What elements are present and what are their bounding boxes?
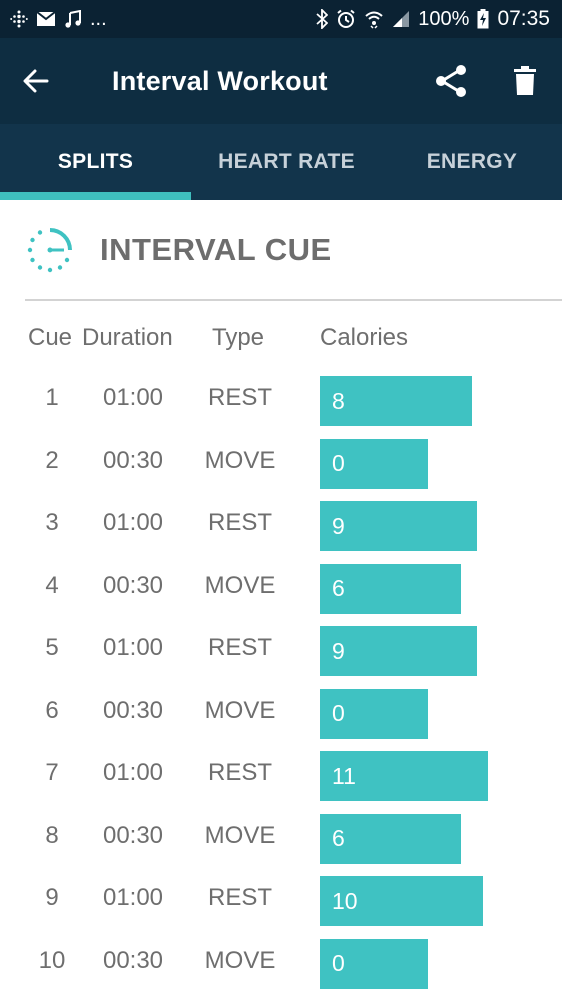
page-title: Interval Workout [112, 65, 328, 96]
row-type: MOVE [204, 821, 276, 849]
header-type: Type [212, 324, 265, 351]
app-bar: Interval Workout [0, 38, 562, 124]
tab-energy[interactable]: ENERGY [426, 150, 518, 173]
calories-bar: 6 [320, 563, 461, 614]
row-duration: 01:00 [102, 884, 164, 911]
row-cue: 8 [45, 821, 59, 849]
calories-bar: 11 [320, 751, 488, 801]
back-arrow-icon [23, 69, 49, 93]
status-bar: ... [0, 0, 562, 38]
share-icon [436, 65, 466, 97]
row-duration: 01:00 [102, 634, 164, 661]
table-row: 7 01:00 REST 11 [0, 745, 562, 808]
back-button[interactable] [0, 38, 72, 124]
calories-bar: 0 [320, 438, 428, 489]
fitbit-icon [10, 10, 28, 28]
table-row: 3 01:00 REST 9 [0, 495, 562, 558]
wifi-icon [364, 9, 384, 29]
section-header: INTERVAL CUE [0, 200, 562, 300]
row-duration: 00:30 [102, 571, 164, 599]
calories-bar: 0 [320, 688, 428, 739]
tab-bar: SPLITS HEART RATE ENERGY [0, 124, 562, 200]
row-type: MOVE [204, 946, 276, 974]
table-row: 8 00:30 MOVE 6 [0, 808, 562, 871]
divider [25, 299, 562, 301]
tab-heart-rate[interactable]: HEART RATE [218, 150, 355, 173]
row-cue: 7 [45, 759, 59, 786]
calories-bar: 9 [320, 626, 478, 676]
signal-icon [392, 10, 410, 28]
row-cue: 9 [45, 884, 59, 911]
row-cue: 1 [45, 384, 59, 411]
row-type: REST [207, 759, 272, 786]
table-row: 1 01:00 REST 8 [0, 370, 562, 433]
row-cue: 4 [45, 571, 59, 599]
battery-charging-icon [477, 9, 489, 29]
music-icon [64, 10, 82, 28]
row-cue: 3 [45, 509, 59, 536]
battery-level: 100% [418, 7, 470, 30]
row-cue: 5 [45, 634, 59, 661]
interval-timer-icon [27, 228, 72, 273]
share-button[interactable] [414, 38, 488, 124]
row-type: MOVE [204, 446, 276, 474]
more-notifications: ... [90, 7, 107, 30]
row-type: REST [207, 884, 272, 911]
calories-bar: 8 [320, 376, 472, 426]
row-type: REST [207, 509, 272, 536]
row-duration: 01:00 [102, 759, 164, 786]
table-row: 4 00:30 MOVE 6 [0, 558, 562, 621]
table-row: 6 00:30 MOVE 0 [0, 683, 562, 746]
table-header: Cue Duration Type Calories [0, 320, 562, 360]
table-row: 5 01:00 REST 9 [0, 620, 562, 683]
table-row: 2 00:30 MOVE 0 [0, 433, 562, 496]
section-title: INTERVAL CUE [100, 232, 332, 267]
row-duration: 00:30 [102, 696, 164, 724]
interval-table: 1 01:00 REST 8 2 00:30 MOVE 0 3 01:00 RE… [0, 370, 562, 995]
row-cue: 6 [45, 696, 59, 724]
status-left: ... [10, 8, 107, 31]
row-duration: 01:00 [102, 509, 164, 536]
row-type: REST [207, 634, 272, 661]
calories-bar: 0 [320, 938, 428, 989]
row-duration: 00:30 [102, 946, 164, 974]
row-type: MOVE [204, 696, 276, 724]
row-cue: 10 [38, 946, 66, 974]
trash-icon [514, 66, 536, 95]
row-cue: 2 [45, 446, 59, 474]
row-type: MOVE [204, 571, 276, 599]
tab-splits[interactable]: SPLITS [0, 124, 191, 200]
calories-bar: 6 [320, 813, 461, 864]
bluetooth-icon [316, 9, 329, 29]
row-duration: 00:30 [102, 446, 164, 474]
mail-icon [36, 11, 56, 27]
calories-bar: 9 [320, 501, 478, 551]
table-row: 10 00:30 MOVE 0 [0, 933, 562, 996]
status-right: 100% 07:35 [316, 7, 550, 31]
calories-bar: 10 [320, 876, 483, 926]
row-type: REST [207, 384, 272, 411]
row-duration: 01:00 [102, 384, 164, 411]
header-calories: Calories [320, 324, 409, 351]
header-duration: Duration [82, 324, 173, 351]
header-cue: Cue [28, 324, 73, 351]
delete-button[interactable] [488, 38, 562, 124]
row-duration: 00:30 [102, 821, 164, 849]
table-row: 9 01:00 REST 10 [0, 870, 562, 933]
status-time: 07:35 [497, 7, 550, 30]
alarm-icon [336, 9, 356, 29]
